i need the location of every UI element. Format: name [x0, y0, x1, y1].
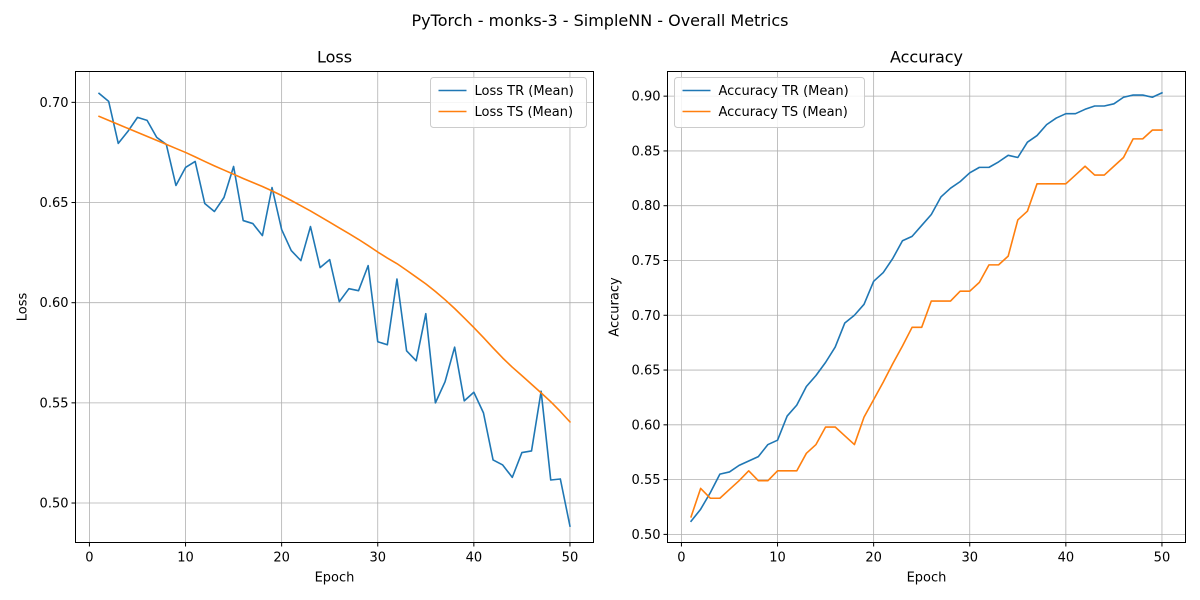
- loss-legend-label: Loss TR (Mean): [475, 84, 574, 99]
- accuracy-y-tick-label: 0.50: [632, 528, 661, 543]
- loss-x-axis-label: Epoch: [315, 571, 355, 586]
- accuracy-y-tick-label: 0.75: [632, 254, 661, 269]
- accuracy-y-tick-label: 0.90: [632, 90, 661, 105]
- accuracy-legend: Accuracy TR (Mean) Accuracy TS (Mean): [674, 77, 865, 128]
- accuracy-series-line-tr: [689, 91, 1164, 523]
- accuracy-series-line-ts: [690, 129, 1163, 518]
- loss-y-axis-label: Loss: [16, 293, 31, 322]
- plots-group: 0 10 20 30 40 50 0.50 0.55 0.60 0.65 0.70 Loss Epoch…: [16, 48, 1186, 586]
- accuracy-x-axis-label: Epoch: [907, 571, 947, 586]
- loss-legend-box: [430, 77, 587, 128]
- loss-x-tick-label: 50: [562, 551, 579, 566]
- loss-chart: 0 10 20 30 40 50 0.50 0.55 0.60 0.65 0.70 Loss Epoch…: [16, 48, 594, 586]
- accuracy-chart: 0 10 20 30 40 50 0.50 0.55 0.60 0.65 0.70 0.75 0.80 0…: [608, 48, 1186, 586]
- accuracy-y-tick-label: 0.55: [632, 473, 661, 488]
- accuracy-x-tick-label: 40: [1058, 551, 1075, 566]
- loss-chart-title: Loss: [317, 48, 352, 67]
- loss-x-tick-label: 10: [177, 551, 194, 566]
- loss-y-tick-label: 0.65: [40, 196, 69, 211]
- accuracy-y-tick-label: 0.80: [632, 199, 661, 214]
- accuracy-chart-title: Accuracy: [890, 48, 963, 67]
- accuracy-y-tick-label: 0.70: [632, 309, 661, 324]
- loss-axes-frame: [75, 71, 594, 543]
- accuracy-y-axis-label: Accuracy: [608, 277, 623, 337]
- loss-x-tick-label: 20: [273, 551, 290, 566]
- accuracy-x-tick-label: 20: [865, 551, 882, 566]
- accuracy-axes-frame: [667, 71, 1186, 543]
- loss-series-line-tr: [97, 92, 571, 528]
- loss-legend-label: Loss TS (Mean): [475, 105, 574, 120]
- loss-x-tick-label: 30: [369, 551, 386, 566]
- accuracy-y-tick-label: 0.85: [632, 144, 661, 159]
- accuracy-legend-label: Accuracy TS (Mean): [719, 105, 848, 120]
- accuracy-y-tick-label: 0.65: [632, 364, 661, 379]
- loss-y-tick-label: 0.60: [40, 296, 69, 311]
- loss-y-tick-label: 0.50: [40, 497, 69, 512]
- loss-series-line-ts: [98, 115, 572, 424]
- accuracy-x-tick-label: 10: [769, 551, 786, 566]
- loss-y-tick-label: 0.70: [40, 96, 69, 111]
- accuracy-x-tick-label: 0: [677, 551, 685, 566]
- loss-x-tick-label: 0: [85, 551, 93, 566]
- accuracy-legend-label: Accuracy TR (Mean): [719, 84, 849, 99]
- loss-legend: Loss TR (Mean) Loss TS (Mean): [430, 77, 587, 128]
- loss-x-tick-label: 40: [466, 551, 483, 566]
- accuracy-x-tick-label: 30: [961, 551, 978, 566]
- accuracy-y-tick-label: 0.60: [632, 418, 661, 433]
- figure-suptitle: PyTorch - monks-3 - SimpleNN - Overall M…: [412, 11, 789, 30]
- loss-y-tick-label: 0.55: [40, 396, 69, 411]
- accuracy-x-tick-label: 50: [1154, 551, 1171, 566]
- accuracy-legend-box: [674, 77, 865, 128]
